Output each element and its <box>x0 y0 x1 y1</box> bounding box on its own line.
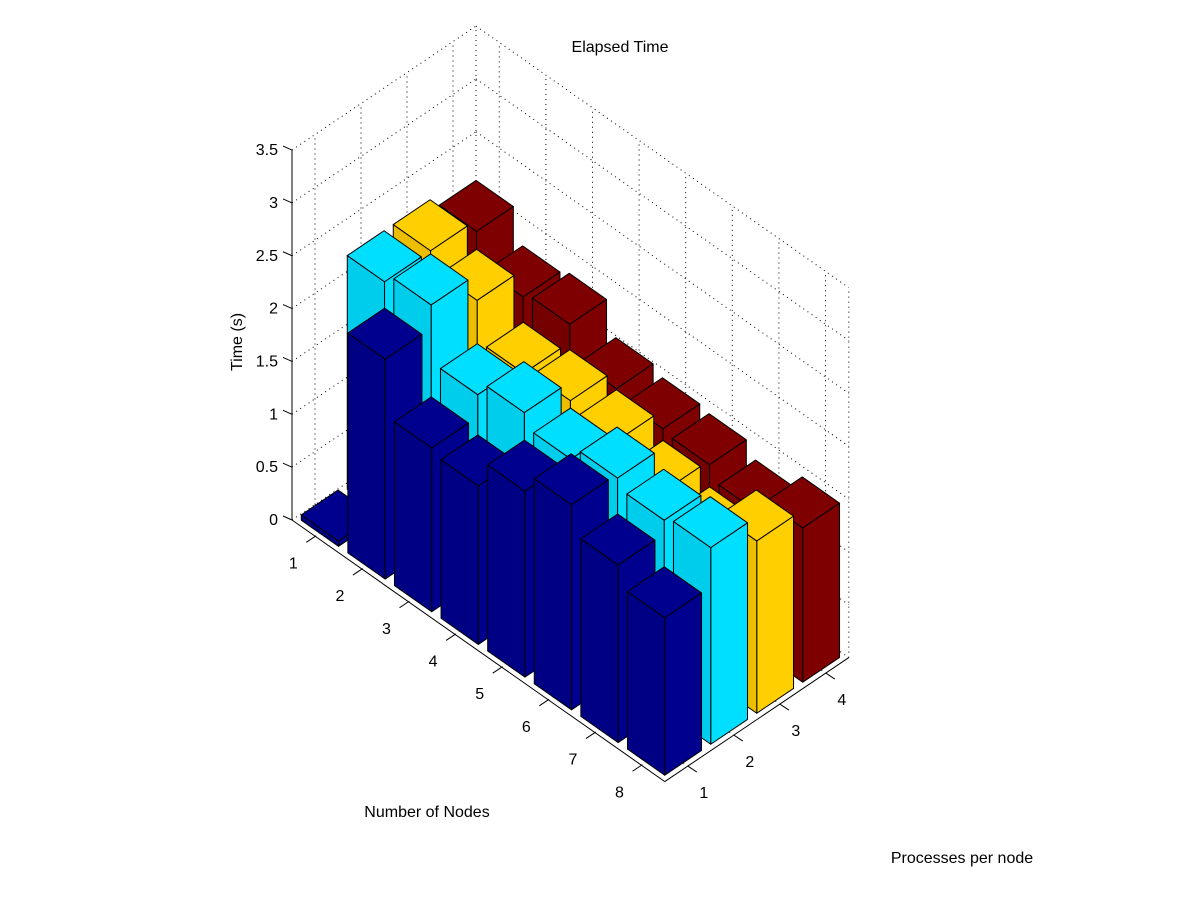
bar-top-face <box>672 496 749 549</box>
node-tick-label: 6 <box>522 719 531 736</box>
bar-side-face <box>626 591 666 776</box>
node-tick-label: 4 <box>429 653 438 670</box>
z-tick-label: 0.5 <box>256 459 278 476</box>
z-axis-label: Time (s) <box>229 313 246 371</box>
bar-top-face <box>485 321 562 374</box>
axes: 0 0.5 1 1.5 2 2.5 3 3.5 1 2 3 4 5 6 7 8 1 2 3 4 <box>256 142 850 802</box>
bar-top-face <box>346 230 422 283</box>
bar-top-face <box>626 566 703 619</box>
node-tick <box>445 634 456 641</box>
bar-side-face <box>580 538 619 744</box>
bar-side-face <box>487 464 526 678</box>
x-axis-label: Number of Nodes <box>364 804 489 821</box>
proc-tick-label: 1 <box>699 785 708 802</box>
grid-line-z-right <box>475 131 850 394</box>
node-tick <box>585 732 596 739</box>
chart-title: Elapsed Time <box>572 39 669 56</box>
grid-line-z-right <box>475 184 850 447</box>
z-tick <box>282 462 293 468</box>
node-tick-label: 7 <box>568 752 577 769</box>
grid-line-z-left <box>291 131 477 257</box>
z-tick <box>282 409 293 415</box>
z-tick <box>282 304 293 310</box>
grid-line-z-right <box>475 25 850 289</box>
node-tick-label: 1 <box>289 555 298 572</box>
y-axis-line <box>664 657 850 783</box>
bar-side-face <box>393 421 433 613</box>
z-tick-label: 2 <box>269 301 278 318</box>
z-tick-label: 3 <box>269 195 278 212</box>
grid-line-z-left <box>291 25 477 151</box>
bar-top-face <box>531 272 608 325</box>
z-tick-label: 3.5 <box>256 142 278 159</box>
proc-tick <box>779 703 790 711</box>
proc-tick <box>733 734 744 742</box>
proc-tick <box>825 672 836 680</box>
node-tick <box>539 699 549 707</box>
z-tick-label: 2.5 <box>256 248 278 265</box>
z-tick <box>282 198 293 204</box>
bar-top-face <box>438 179 514 232</box>
z-tick-label: 0 <box>269 512 278 529</box>
node-tick-label: 5 <box>475 686 484 703</box>
bar-top-face <box>393 253 469 306</box>
bar-top-face <box>533 453 609 506</box>
y-axis-label: Processes per node <box>891 850 1033 867</box>
z-tick <box>282 515 293 521</box>
z-tick <box>282 251 293 257</box>
x-axis-line <box>291 519 666 783</box>
bar-front-face <box>802 502 841 683</box>
bar-front-face <box>756 515 795 714</box>
bar-side-face <box>533 478 573 711</box>
bar-top-face <box>671 413 747 466</box>
bar-front-face <box>664 592 703 776</box>
z-tick-label: 1.5 <box>256 353 278 370</box>
bar-side-face <box>440 459 479 645</box>
proc-tick-label: 3 <box>791 723 800 740</box>
bar-front-face <box>710 522 749 745</box>
node-tick <box>399 601 409 609</box>
bar-top-face <box>579 426 655 479</box>
bar-side-face <box>347 332 386 580</box>
grid-line-z-right <box>475 78 850 341</box>
bar-top-face <box>393 396 470 449</box>
bar-node-8-proc-1 <box>626 566 703 776</box>
bar-top-face <box>486 361 562 414</box>
node-tick-label: 8 <box>615 784 624 801</box>
bar-top-face <box>347 307 423 360</box>
z-tick-label: 1 <box>269 406 278 423</box>
node-tick <box>632 764 642 772</box>
bars <box>300 179 841 776</box>
z-tick <box>282 356 293 362</box>
node-tick-label: 2 <box>335 588 344 605</box>
bar-top-face <box>392 199 468 252</box>
bar-top-face <box>626 468 702 521</box>
grid-line-z-left <box>291 78 477 204</box>
node-tick <box>352 568 363 576</box>
node-tick-label: 3 <box>382 621 391 638</box>
z-tick <box>282 145 293 151</box>
node-tick <box>306 535 316 543</box>
node-tick <box>492 666 502 674</box>
bar-top-face <box>580 513 656 566</box>
proc-tick-label: 2 <box>745 754 754 771</box>
proc-tick-label: 4 <box>837 692 846 709</box>
proc-tick <box>687 765 698 773</box>
